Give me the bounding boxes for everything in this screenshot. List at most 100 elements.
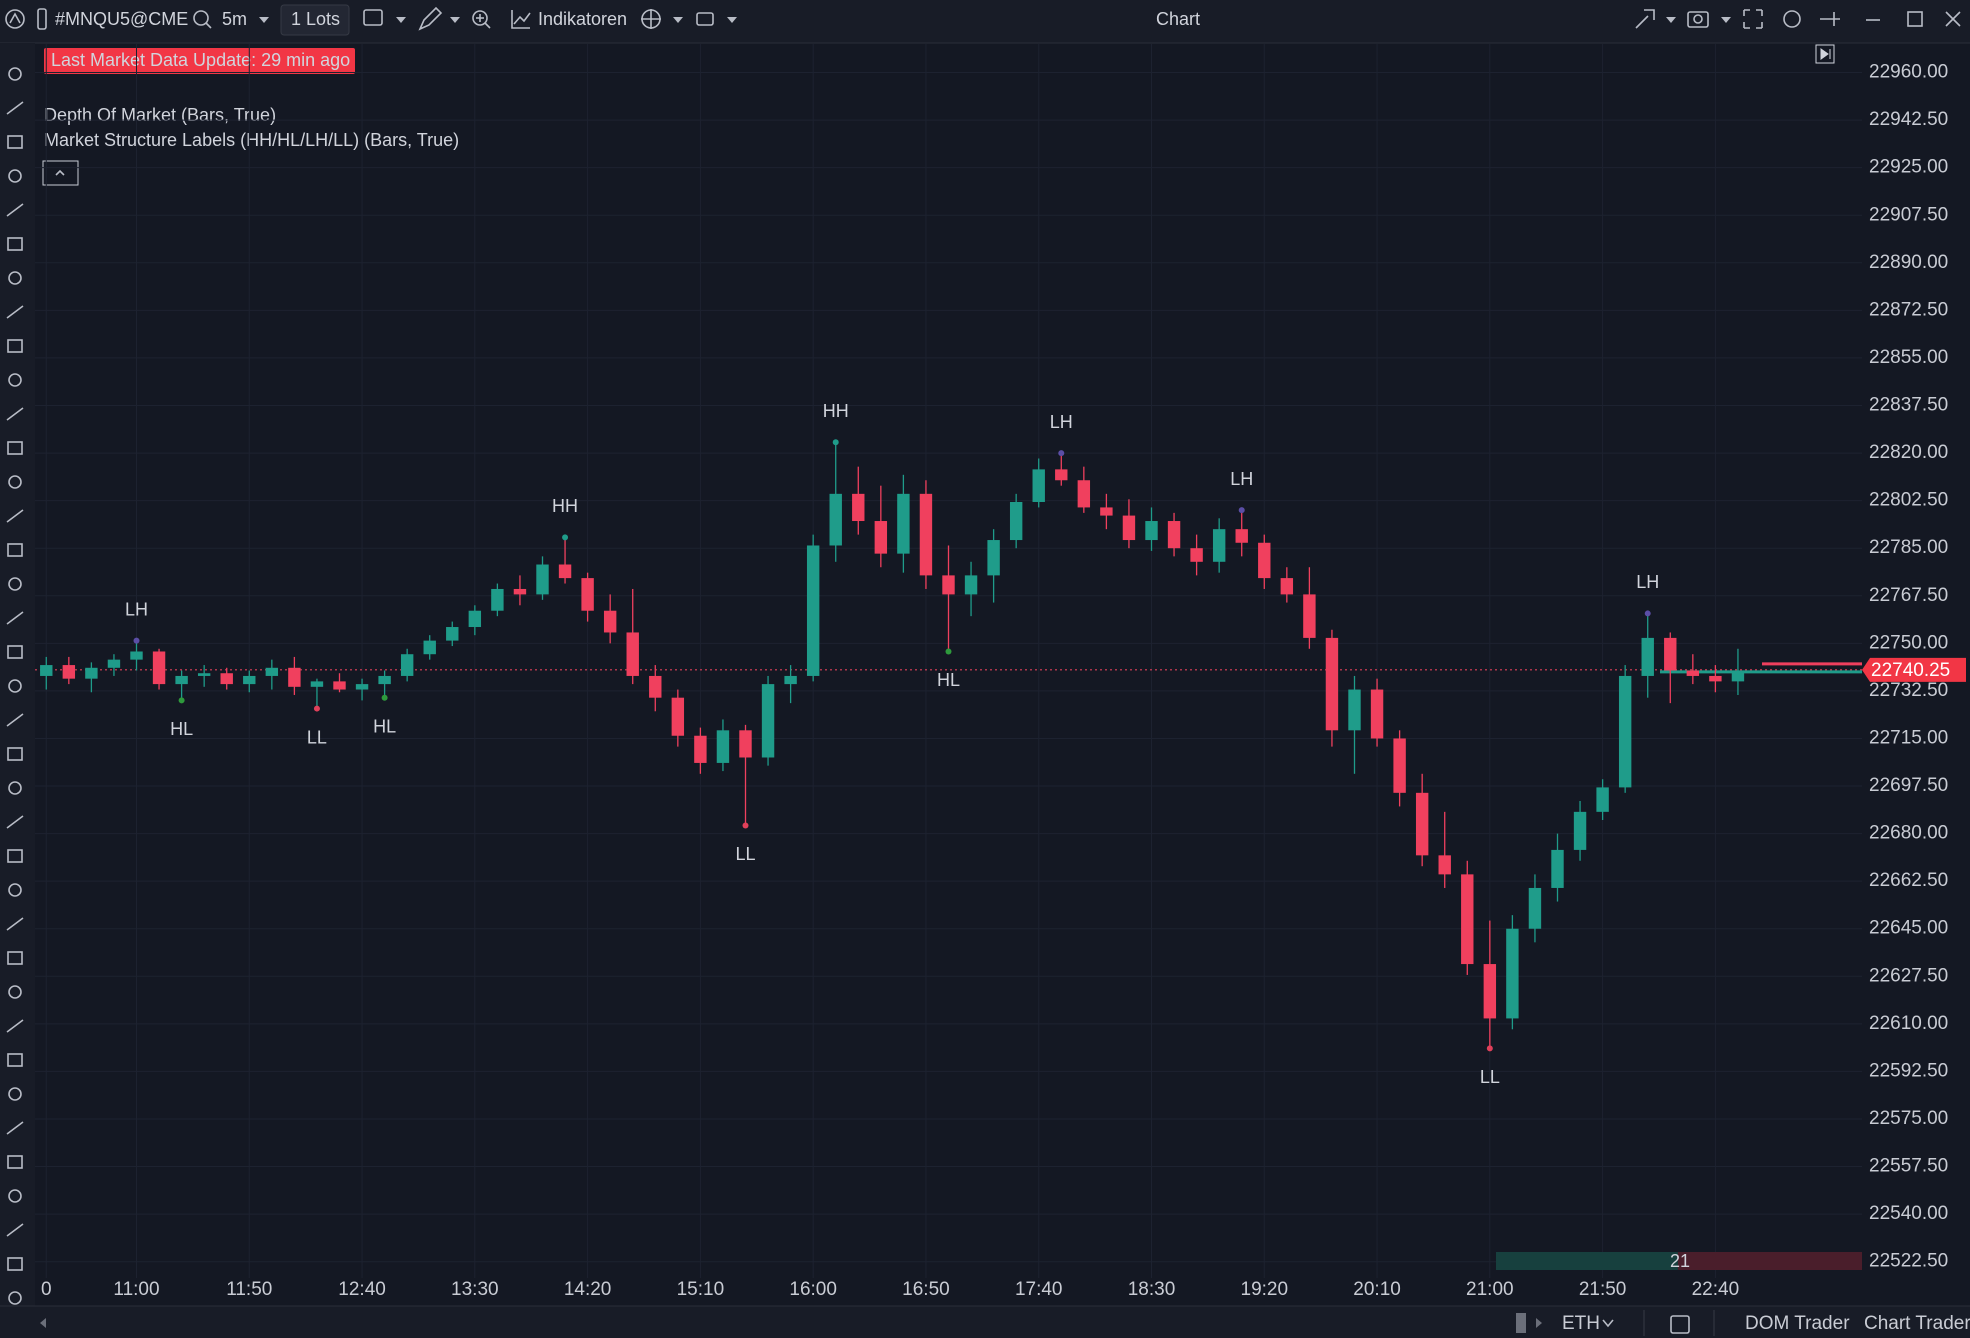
candle-body bbox=[378, 675, 391, 685]
tool-icon[interactable] bbox=[7, 237, 23, 251]
tool-icon[interactable] bbox=[7, 645, 23, 659]
camera-icon[interactable] bbox=[1687, 11, 1709, 28]
tool-icon[interactable] bbox=[6, 407, 24, 421]
structure-label: HL bbox=[170, 719, 193, 739]
y-tick-label: 22697.50 bbox=[1869, 775, 1948, 796]
tool-icon[interactable] bbox=[8, 67, 22, 81]
candle-body bbox=[1438, 855, 1451, 875]
tool-icon[interactable] bbox=[6, 305, 24, 319]
calendar-icon[interactable] bbox=[1670, 1315, 1690, 1334]
draw-icon[interactable] bbox=[418, 6, 443, 31]
settings-icon[interactable] bbox=[1783, 10, 1801, 28]
pin-icon[interactable] bbox=[1820, 12, 1840, 26]
tool-icon[interactable] bbox=[6, 101, 24, 115]
interval[interactable]: 5m bbox=[222, 9, 247, 29]
caret[interactable] bbox=[396, 17, 406, 23]
indicator-icon[interactable] bbox=[511, 10, 531, 29]
tool-icon[interactable] bbox=[7, 339, 23, 353]
tool-icon[interactable] bbox=[8, 577, 22, 591]
indicators-button[interactable]: Indikatoren bbox=[538, 9, 627, 29]
tool-icon[interactable] bbox=[6, 1019, 24, 1033]
scrollbar-thumb[interactable] bbox=[1516, 1313, 1526, 1333]
tool-icon[interactable] bbox=[7, 1257, 23, 1271]
tool-icon[interactable] bbox=[6, 1121, 24, 1135]
chart-trader-button[interactable]: Chart Trader bbox=[1864, 1313, 1970, 1334]
caret[interactable] bbox=[259, 17, 269, 23]
tool-icon[interactable] bbox=[6, 203, 24, 217]
tool-icon[interactable] bbox=[8, 781, 22, 795]
candle-body bbox=[1145, 521, 1158, 541]
caret[interactable] bbox=[1666, 17, 1676, 23]
symbol[interactable]: #MNQU5@CME bbox=[55, 9, 188, 29]
tool-icon[interactable] bbox=[8, 1189, 22, 1203]
lots[interactable]: 1 Lots bbox=[291, 9, 340, 29]
tool-icon[interactable] bbox=[8, 169, 22, 183]
y-tick-label: 22890.00 bbox=[1869, 252, 1948, 273]
tool-icon[interactable] bbox=[7, 135, 23, 149]
tool-icon[interactable] bbox=[7, 747, 23, 761]
tool-icon[interactable] bbox=[7, 849, 23, 863]
fullscreen-icon[interactable] bbox=[1743, 9, 1763, 29]
tool-icon[interactable] bbox=[6, 713, 24, 727]
tool-icon[interactable] bbox=[6, 917, 24, 931]
tool-icon[interactable] bbox=[8, 883, 22, 897]
caret[interactable] bbox=[1721, 17, 1731, 23]
logo[interactable] bbox=[5, 9, 25, 29]
tool-icon[interactable] bbox=[8, 985, 22, 999]
link-icon[interactable] bbox=[1635, 9, 1655, 29]
scroll-left[interactable] bbox=[40, 1318, 46, 1328]
tool-icon[interactable] bbox=[7, 951, 23, 965]
tool-icon[interactable] bbox=[6, 1223, 24, 1237]
layout-icon[interactable] bbox=[696, 12, 714, 26]
candle-body bbox=[400, 654, 414, 676]
scroll-end-button[interactable] bbox=[1815, 44, 1835, 64]
maximize[interactable] bbox=[1907, 11, 1923, 27]
crosshair-icon[interactable] bbox=[641, 9, 661, 29]
tool-icon[interactable] bbox=[8, 679, 22, 693]
tool-icon[interactable] bbox=[6, 509, 24, 523]
tool-icon[interactable] bbox=[8, 475, 22, 489]
tool-icon[interactable] bbox=[6, 815, 24, 829]
y-tick-label: 22627.50 bbox=[1869, 965, 1948, 986]
structure-label: LL bbox=[1480, 1067, 1500, 1087]
caret[interactable] bbox=[727, 17, 737, 23]
candle-body bbox=[964, 575, 978, 595]
zoom-icon[interactable] bbox=[472, 10, 491, 29]
lots-box[interactable] bbox=[280, 4, 350, 36]
y-tick-label: 22680.00 bbox=[1869, 823, 1948, 844]
tool-icon[interactable] bbox=[8, 1291, 22, 1305]
template-icon[interactable] bbox=[363, 9, 383, 26]
session-selector[interactable]: ETH bbox=[1562, 1313, 1600, 1334]
y-tick-label: 22610.00 bbox=[1869, 1013, 1948, 1034]
y-tick-label: 22767.50 bbox=[1869, 585, 1948, 606]
scroll-right[interactable] bbox=[1536, 1318, 1542, 1328]
tool-icon[interactable] bbox=[8, 373, 22, 387]
search-icon[interactable] bbox=[193, 10, 212, 29]
tool-icon[interactable] bbox=[8, 271, 22, 285]
collapse-button[interactable] bbox=[42, 160, 79, 186]
caret[interactable] bbox=[673, 17, 683, 23]
tool-icon[interactable] bbox=[6, 611, 24, 625]
candle-body bbox=[446, 627, 459, 641]
candle-body bbox=[1709, 675, 1722, 682]
y-tick-label: 22872.50 bbox=[1869, 299, 1948, 320]
indicator-label: Depth Of Market (Bars, True) bbox=[44, 105, 276, 125]
y-tick-label: 22592.50 bbox=[1869, 1060, 1948, 1081]
candle-body bbox=[1686, 670, 1700, 676]
candle-body bbox=[265, 667, 279, 676]
candle-body bbox=[1461, 874, 1474, 965]
bottom-bar bbox=[0, 1306, 1970, 1338]
tool-icon[interactable] bbox=[7, 1053, 23, 1067]
tool-icon[interactable] bbox=[7, 1155, 23, 1169]
caret[interactable] bbox=[450, 17, 460, 23]
candle-body bbox=[1032, 469, 1045, 502]
tool-icon[interactable] bbox=[7, 543, 23, 557]
close[interactable] bbox=[1945, 11, 1961, 27]
dom-trader-button[interactable]: DOM Trader bbox=[1745, 1313, 1850, 1334]
caret[interactable] bbox=[1602, 1319, 1614, 1328]
candle-body bbox=[197, 673, 211, 676]
tool-icon[interactable] bbox=[8, 1087, 22, 1101]
tool-icon[interactable] bbox=[7, 441, 23, 455]
candle-body bbox=[739, 730, 752, 758]
